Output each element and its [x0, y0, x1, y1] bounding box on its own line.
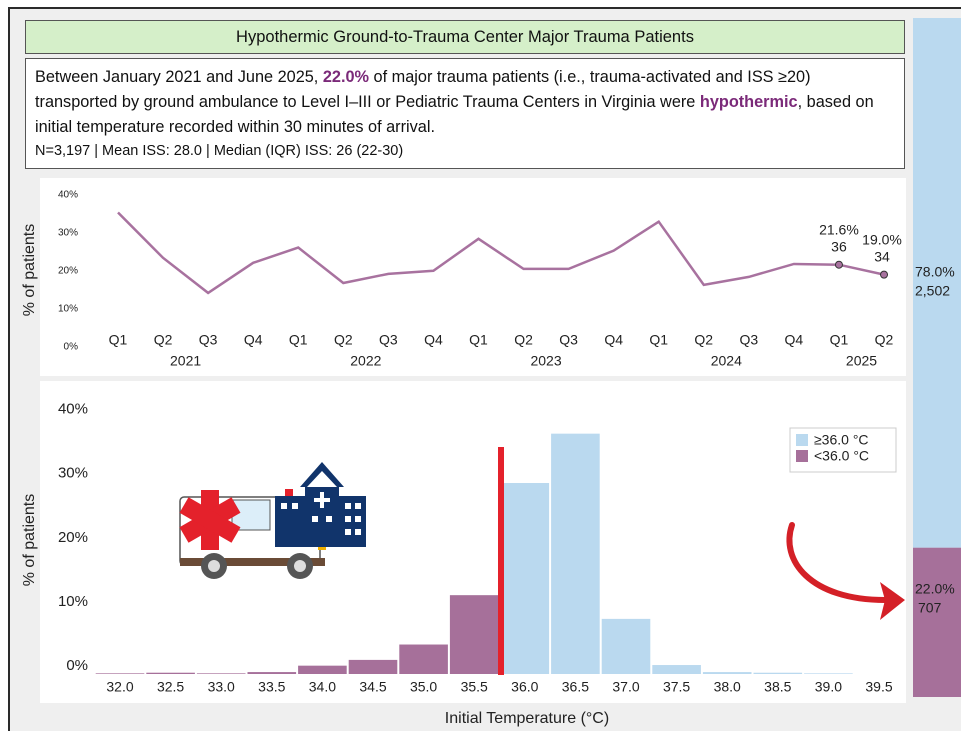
y-tick-label: 10% [58, 593, 88, 610]
x-tick-label: 35.0 [410, 679, 437, 695]
bar [754, 673, 803, 674]
data-label: 21.6% [819, 221, 859, 237]
x-tick-label: Q2 [875, 332, 894, 348]
x-tick-label: Q1 [289, 332, 308, 348]
charts: 0% 10% 20% 30% 40% % of patients Q1 Q2 Q3 Q4 2021 Q… [0, 0, 961, 731]
point-marker [881, 271, 888, 278]
bar [602, 619, 651, 674]
count-label: 36 [831, 238, 847, 254]
y-tick-label: 0% [66, 657, 88, 674]
x-tick-label: 33.0 [208, 679, 235, 695]
x-tick-label: Q1 [649, 332, 668, 348]
x-tick-label: 37.0 [612, 679, 639, 695]
x-tick-label: 32.0 [106, 679, 133, 695]
x-tick-label: Q3 [739, 332, 758, 348]
x-tick-label: Q2 [694, 332, 713, 348]
bar [248, 672, 297, 674]
bar [349, 660, 398, 674]
count-label: 707 [918, 600, 942, 616]
x-group-label: 2022 [350, 353, 381, 369]
x-tick-label: 39.0 [815, 679, 842, 695]
x-tick-label: Q1 [469, 332, 488, 348]
y-axis-label: % of patients [21, 224, 38, 317]
data-label: 22.0% [915, 581, 955, 597]
y-tick-label: 30% [58, 227, 78, 238]
x-tick-label: 38.5 [764, 679, 791, 695]
x-tick-label: Q1 [109, 332, 128, 348]
x-tick-label: Q1 [830, 332, 849, 348]
x-tick-label: Q4 [785, 332, 804, 348]
x-tick-label: 32.5 [157, 679, 184, 695]
bar [146, 673, 195, 674]
x-tick-label: 36.0 [511, 679, 538, 695]
x-tick-label: 35.5 [461, 679, 488, 695]
legend-label: ≥36.0 °C [814, 432, 869, 448]
bar [703, 672, 752, 674]
bar [551, 434, 600, 674]
x-tick-label: 33.5 [258, 679, 285, 695]
bar [399, 645, 448, 674]
point-marker [835, 261, 842, 268]
x-tick-label: Q3 [199, 332, 218, 348]
x-tick-label: Q4 [244, 332, 263, 348]
bar [197, 673, 246, 674]
legend-swatch [796, 450, 808, 462]
bar [96, 673, 145, 674]
x-tick-label: Q3 [379, 332, 398, 348]
page: {"header": {"title": "Hypothermic Ground… [0, 0, 961, 731]
y-tick-label: 10% [58, 304, 78, 315]
x-axis-label: Initial Temperature (°C) [445, 710, 609, 727]
x-group-label: 2023 [530, 353, 561, 369]
count-label: 34 [874, 248, 890, 264]
legend-swatch [796, 434, 808, 446]
legend-label: <36.0 °C [814, 448, 869, 464]
x-tick-label: Q3 [559, 332, 578, 348]
y-tick-label: 20% [58, 265, 78, 276]
data-label: 78.0% [915, 264, 955, 280]
x-group-label: 2025 [846, 353, 877, 369]
x-tick-label: 34.0 [309, 679, 336, 695]
x-group-label: 2021 [170, 353, 201, 369]
x-group-label: 2024 [711, 353, 742, 369]
bar-segment [913, 548, 961, 697]
x-tick-label: 39.5 [865, 679, 892, 695]
y-tick-label: 0% [64, 342, 79, 353]
x-tick-label: Q2 [514, 332, 533, 348]
y-tick-label: 40% [58, 189, 78, 200]
y-axis-label: % of patients [21, 494, 38, 587]
x-tick-label: Q4 [604, 332, 623, 348]
count-label: 2,502 [915, 283, 950, 299]
data-label: 19.0% [862, 231, 902, 247]
bar [298, 666, 347, 674]
x-tick-label: 37.5 [663, 679, 690, 695]
x-tick-label: 36.5 [562, 679, 589, 695]
bar [501, 483, 550, 674]
y-tick-label: 40% [58, 401, 88, 418]
y-tick-label: 30% [58, 465, 88, 482]
bar [804, 673, 853, 674]
bar [450, 595, 499, 674]
y-tick-label: 20% [58, 529, 88, 546]
x-tick-label: Q2 [334, 332, 353, 348]
x-tick-label: Q2 [154, 332, 173, 348]
x-tick-label: 34.5 [359, 679, 386, 695]
bar [652, 665, 701, 674]
x-tick-label: 38.0 [714, 679, 741, 695]
x-tick-label: Q4 [424, 332, 443, 348]
